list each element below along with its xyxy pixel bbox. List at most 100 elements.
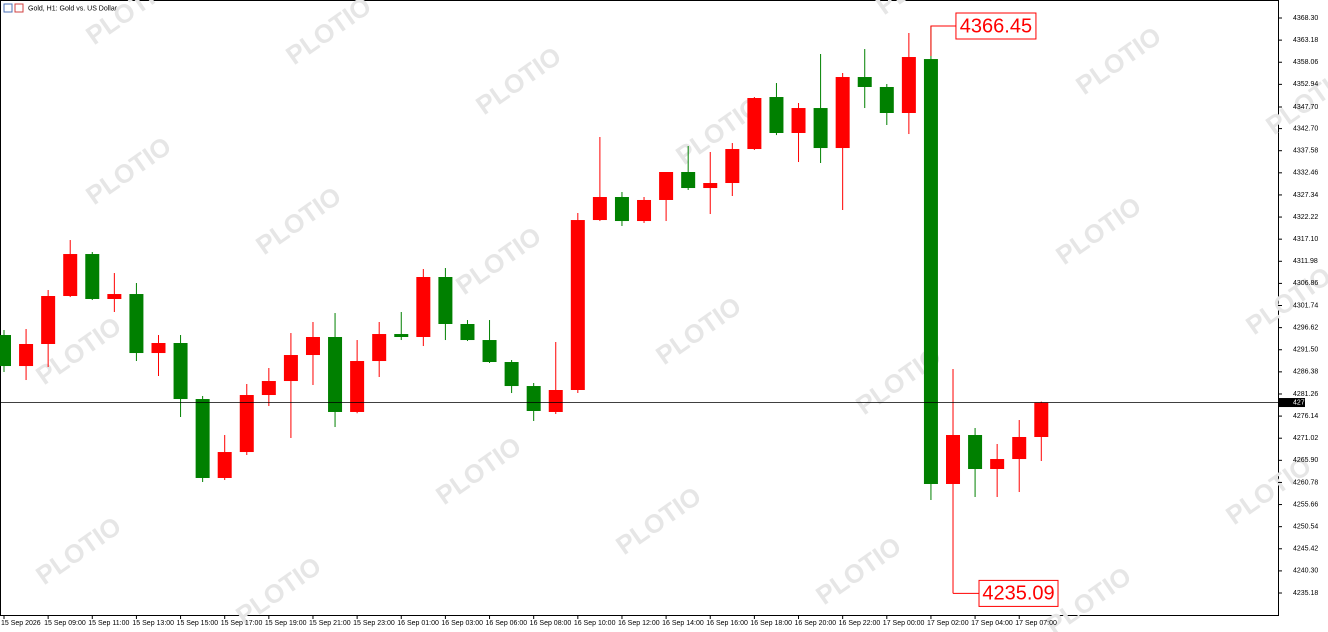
y-tick-label: 4311.98 xyxy=(1293,258,1318,265)
candle-body xyxy=(526,386,541,411)
y-tick-label: 4255.66 xyxy=(1293,501,1318,508)
candle-body xyxy=(482,340,497,363)
x-tick-label: 16 Sep 06:00 xyxy=(486,620,528,627)
x-tick-label: 15 Sep 11:00 xyxy=(88,620,129,627)
y-tick-label: 4352.94 xyxy=(1293,81,1318,88)
x-tick-label: 17 Sep 07:00 xyxy=(1015,620,1057,627)
candle-body xyxy=(41,296,56,344)
candle-body xyxy=(747,98,762,150)
max-leader xyxy=(930,25,956,57)
y-tick-label: 4271.02 xyxy=(1293,435,1318,442)
y-tick-label: 4368.30 xyxy=(1293,15,1318,22)
candle-body xyxy=(261,381,276,396)
candle-body xyxy=(438,277,453,325)
candle-body xyxy=(570,220,585,391)
candle-body xyxy=(614,197,629,222)
candle-body xyxy=(217,452,232,478)
icon xyxy=(3,3,13,13)
candle-body xyxy=(504,362,519,387)
y-tick-label: 4245.42 xyxy=(1293,546,1318,553)
candle-body xyxy=(328,337,343,412)
max-box xyxy=(955,12,1037,40)
candle-body xyxy=(592,197,607,221)
x-tick-label: 15 Sep 19:00 xyxy=(265,620,307,627)
x-tick-label: 17 Sep 02:00 xyxy=(927,620,969,627)
candle-body xyxy=(283,355,298,382)
y-tick-label: 4291.50 xyxy=(1293,347,1318,354)
y-tick-label: 4347.70 xyxy=(1293,104,1318,111)
min-box xyxy=(978,579,1059,607)
y-tick-label: 4342.70 xyxy=(1293,125,1318,132)
candle-body xyxy=(835,77,850,149)
y-tick-label: 4260.78 xyxy=(1293,479,1318,486)
x-tick-label: 15 Sep 13:00 xyxy=(132,620,174,627)
x-tick-label: 15 Sep 2026 xyxy=(1,620,41,627)
candle-body xyxy=(0,335,11,367)
y-tick-label: 4235.18 xyxy=(1293,590,1318,597)
candle-body xyxy=(1034,402,1049,437)
x-tick-label: 15 Sep 23:00 xyxy=(353,620,395,627)
x-tick-label: 15 Sep 21:00 xyxy=(309,620,351,627)
candle-body xyxy=(725,149,740,184)
max-label: 4366.45 xyxy=(960,15,1032,37)
candle-body xyxy=(239,395,254,453)
candle-body xyxy=(173,343,188,400)
candle-body xyxy=(394,334,409,338)
x-tick-label: 16 Sep 16:00 xyxy=(706,620,748,627)
chart-title: Gold, H1: Gold vs. US Dollar xyxy=(28,5,118,12)
y-tick-label: 4281.26 xyxy=(1293,391,1318,398)
candle-body xyxy=(151,343,166,354)
x-tick-label: 17 Sep 04:00 xyxy=(971,620,1013,627)
legend-icons xyxy=(3,3,24,13)
candle-body xyxy=(416,277,431,338)
y-tick-label: 4317.10 xyxy=(1293,236,1318,243)
x-tick-label: 15 Sep 17:00 xyxy=(221,620,263,627)
y-tick-label: 4301.74 xyxy=(1293,302,1318,309)
candle-body xyxy=(637,199,652,222)
current-price-label: 4279.28 xyxy=(1293,399,1318,406)
x-tick-label: 17 Sep 00:00 xyxy=(883,620,925,627)
candle-body xyxy=(681,171,696,189)
candle-body xyxy=(901,57,916,113)
candle-body xyxy=(350,361,365,412)
candle-body xyxy=(703,183,718,189)
y-tick-label: 4322.22 xyxy=(1293,214,1318,221)
candle-body xyxy=(63,254,78,297)
y-tick-label: 4276.14 xyxy=(1293,413,1318,420)
candle-body xyxy=(372,334,387,362)
x-tick-label: 16 Sep 01:00 xyxy=(397,620,439,627)
y-tick-label: 4296.62 xyxy=(1293,324,1318,331)
candle-body xyxy=(305,337,320,356)
candle-body xyxy=(769,97,784,133)
x-tick-label: 16 Sep 18:00 xyxy=(750,620,792,627)
candle-body xyxy=(85,254,100,299)
x-tick-label: 16 Sep 10:00 xyxy=(574,620,616,627)
candle-body xyxy=(990,459,1005,470)
x-tick-label: 16 Sep 08:00 xyxy=(530,620,572,627)
candle-body xyxy=(857,77,872,87)
icon xyxy=(14,3,24,13)
candle-body xyxy=(791,108,806,133)
candle-body xyxy=(968,435,983,470)
x-tick-label: 16 Sep 03:00 xyxy=(441,620,483,627)
y-tick-label: 4327.34 xyxy=(1293,192,1318,199)
y-tick-label: 4306.86 xyxy=(1293,280,1318,287)
candle-body xyxy=(107,294,122,299)
candle-body xyxy=(19,343,34,367)
current-price-tag xyxy=(1279,398,1305,408)
candle-body xyxy=(129,294,144,354)
y-tick-label: 4265.90 xyxy=(1293,457,1318,464)
y-tick-label: 4286.38 xyxy=(1293,369,1318,376)
y-tick-label: 4250.54 xyxy=(1293,524,1318,531)
y-tick-label: 4332.46 xyxy=(1293,170,1318,177)
candle-body xyxy=(813,108,828,149)
candle-body xyxy=(923,59,938,484)
x-tick-label: 16 Sep 14:00 xyxy=(662,620,704,627)
x-tick-label: 16 Sep 12:00 xyxy=(618,620,660,627)
y-tick-label: 4337.58 xyxy=(1293,148,1318,155)
y-tick-label: 4358.06 xyxy=(1293,59,1318,66)
candle-body xyxy=(946,435,961,484)
candle-body xyxy=(1012,436,1027,460)
candle-body xyxy=(460,324,475,341)
